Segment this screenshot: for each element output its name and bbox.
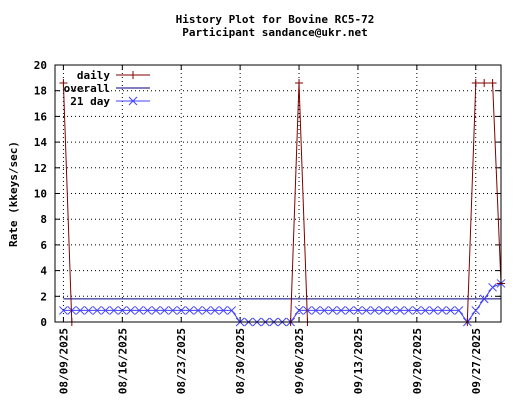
x-tick-label: 08/30/2025: [234, 328, 247, 394]
data-point-21-day: [126, 306, 136, 315]
data-point-21-day: [437, 306, 447, 315]
data-point-daily: [59, 78, 68, 87]
data-point-21-day: [429, 306, 439, 315]
x-tick-label: 08/23/2025: [175, 328, 188, 394]
data-point-21-day: [370, 306, 380, 315]
data-point-21-day: [92, 306, 102, 315]
y-tick-label: 6: [40, 239, 47, 252]
legend-marker-21-day: [128, 96, 138, 106]
x-tick-label: 09/06/2025: [293, 328, 306, 394]
data-point-21-day: [143, 306, 152, 315]
data-point-21-day: [471, 306, 481, 315]
x-tick-label: 08/09/2025: [57, 328, 70, 394]
data-point-21-day: [84, 306, 94, 315]
y-tick-label: 8: [40, 213, 47, 226]
y-tick-label: 12: [34, 162, 47, 175]
x-tick-label: 08/16/2025: [116, 328, 129, 394]
data-point-21-day: [378, 306, 388, 315]
x-tick-label: 09/13/2025: [352, 328, 365, 394]
data-point-21-day: [454, 306, 464, 315]
y-tick-label: 20: [34, 59, 47, 72]
data-point-21-day: [185, 306, 194, 315]
legend-label-daily: daily: [77, 69, 110, 82]
data-point-21-day: [404, 306, 413, 315]
data-point-21-day: [395, 306, 405, 315]
data-point-21-day: [59, 306, 68, 315]
data-point-21-day: [336, 306, 346, 315]
y-tick-label: 4: [40, 265, 47, 278]
data-point-21-day: [202, 306, 211, 315]
data-point-21-day: [210, 306, 220, 315]
data-point-21-day: [362, 306, 371, 315]
data-point-daily: [488, 78, 497, 87]
legend-label-overall: overall: [64, 82, 110, 95]
y-tick-label: 14: [34, 136, 48, 149]
data-point-21-day: [75, 306, 85, 315]
data-point-21-day: [227, 306, 237, 315]
series-layer: [59, 78, 506, 327]
data-point-21-day: [311, 306, 321, 315]
x-tick-label: 09/20/2025: [411, 328, 424, 394]
data-point-21-day: [345, 306, 354, 315]
data-point-21-day: [117, 306, 127, 315]
data-point-21-day: [319, 306, 329, 315]
data-point-21-day: [193, 306, 203, 315]
data-point-21-day: [160, 306, 169, 315]
data-point-21-day: [294, 306, 304, 315]
data-point-21-day: [109, 306, 119, 315]
y-tick-label: 16: [34, 110, 48, 123]
data-point-21-day: [176, 306, 186, 315]
data-point-21-day: [420, 306, 430, 315]
data-point-21-day: [446, 306, 455, 315]
data-point-21-day: [328, 306, 338, 315]
data-point-daily: [480, 78, 489, 87]
data-point-21-day: [387, 306, 396, 315]
data-point-21-day: [151, 306, 161, 315]
y-tick-label: 2: [40, 290, 47, 303]
y-tick-label: 0: [40, 316, 47, 329]
legend-label-21-day: 21 day: [70, 95, 110, 108]
series-line-daily: [62, 82, 502, 323]
data-point-21-day: [134, 306, 144, 315]
plot-frame: [54, 64, 502, 323]
data-point-daily: [471, 78, 480, 87]
chart-subtitle: Participant sandance@ukr.net: [182, 26, 367, 39]
legend-marker-daily: [129, 71, 137, 79]
data-point-21-day: [412, 306, 422, 315]
y-tick-label: 18: [34, 85, 47, 98]
data-point-21-day: [479, 294, 489, 304]
axes: 0 2 4 6 8 10 12 14 16 18 20 08/09/2025 08/16/2025 08/…: [34, 59, 501, 394]
x-tick-label: 09/27/2025: [470, 328, 483, 394]
data-point-21-day: [488, 282, 497, 292]
data-point-daily: [295, 78, 304, 87]
data-point-21-day: [353, 306, 363, 315]
series-line-21-day: [63, 282, 502, 323]
y-axis-label: Rate (kkeys/sec): [7, 141, 20, 247]
chart-title: History Plot for Bovine RC5-72: [176, 13, 375, 26]
y-tick-label: 10: [34, 188, 47, 201]
grid: [55, 65, 501, 322]
data-point-21-day: [218, 306, 228, 315]
data-point-21-day: [101, 306, 110, 315]
data-point-21-day: [168, 306, 178, 315]
